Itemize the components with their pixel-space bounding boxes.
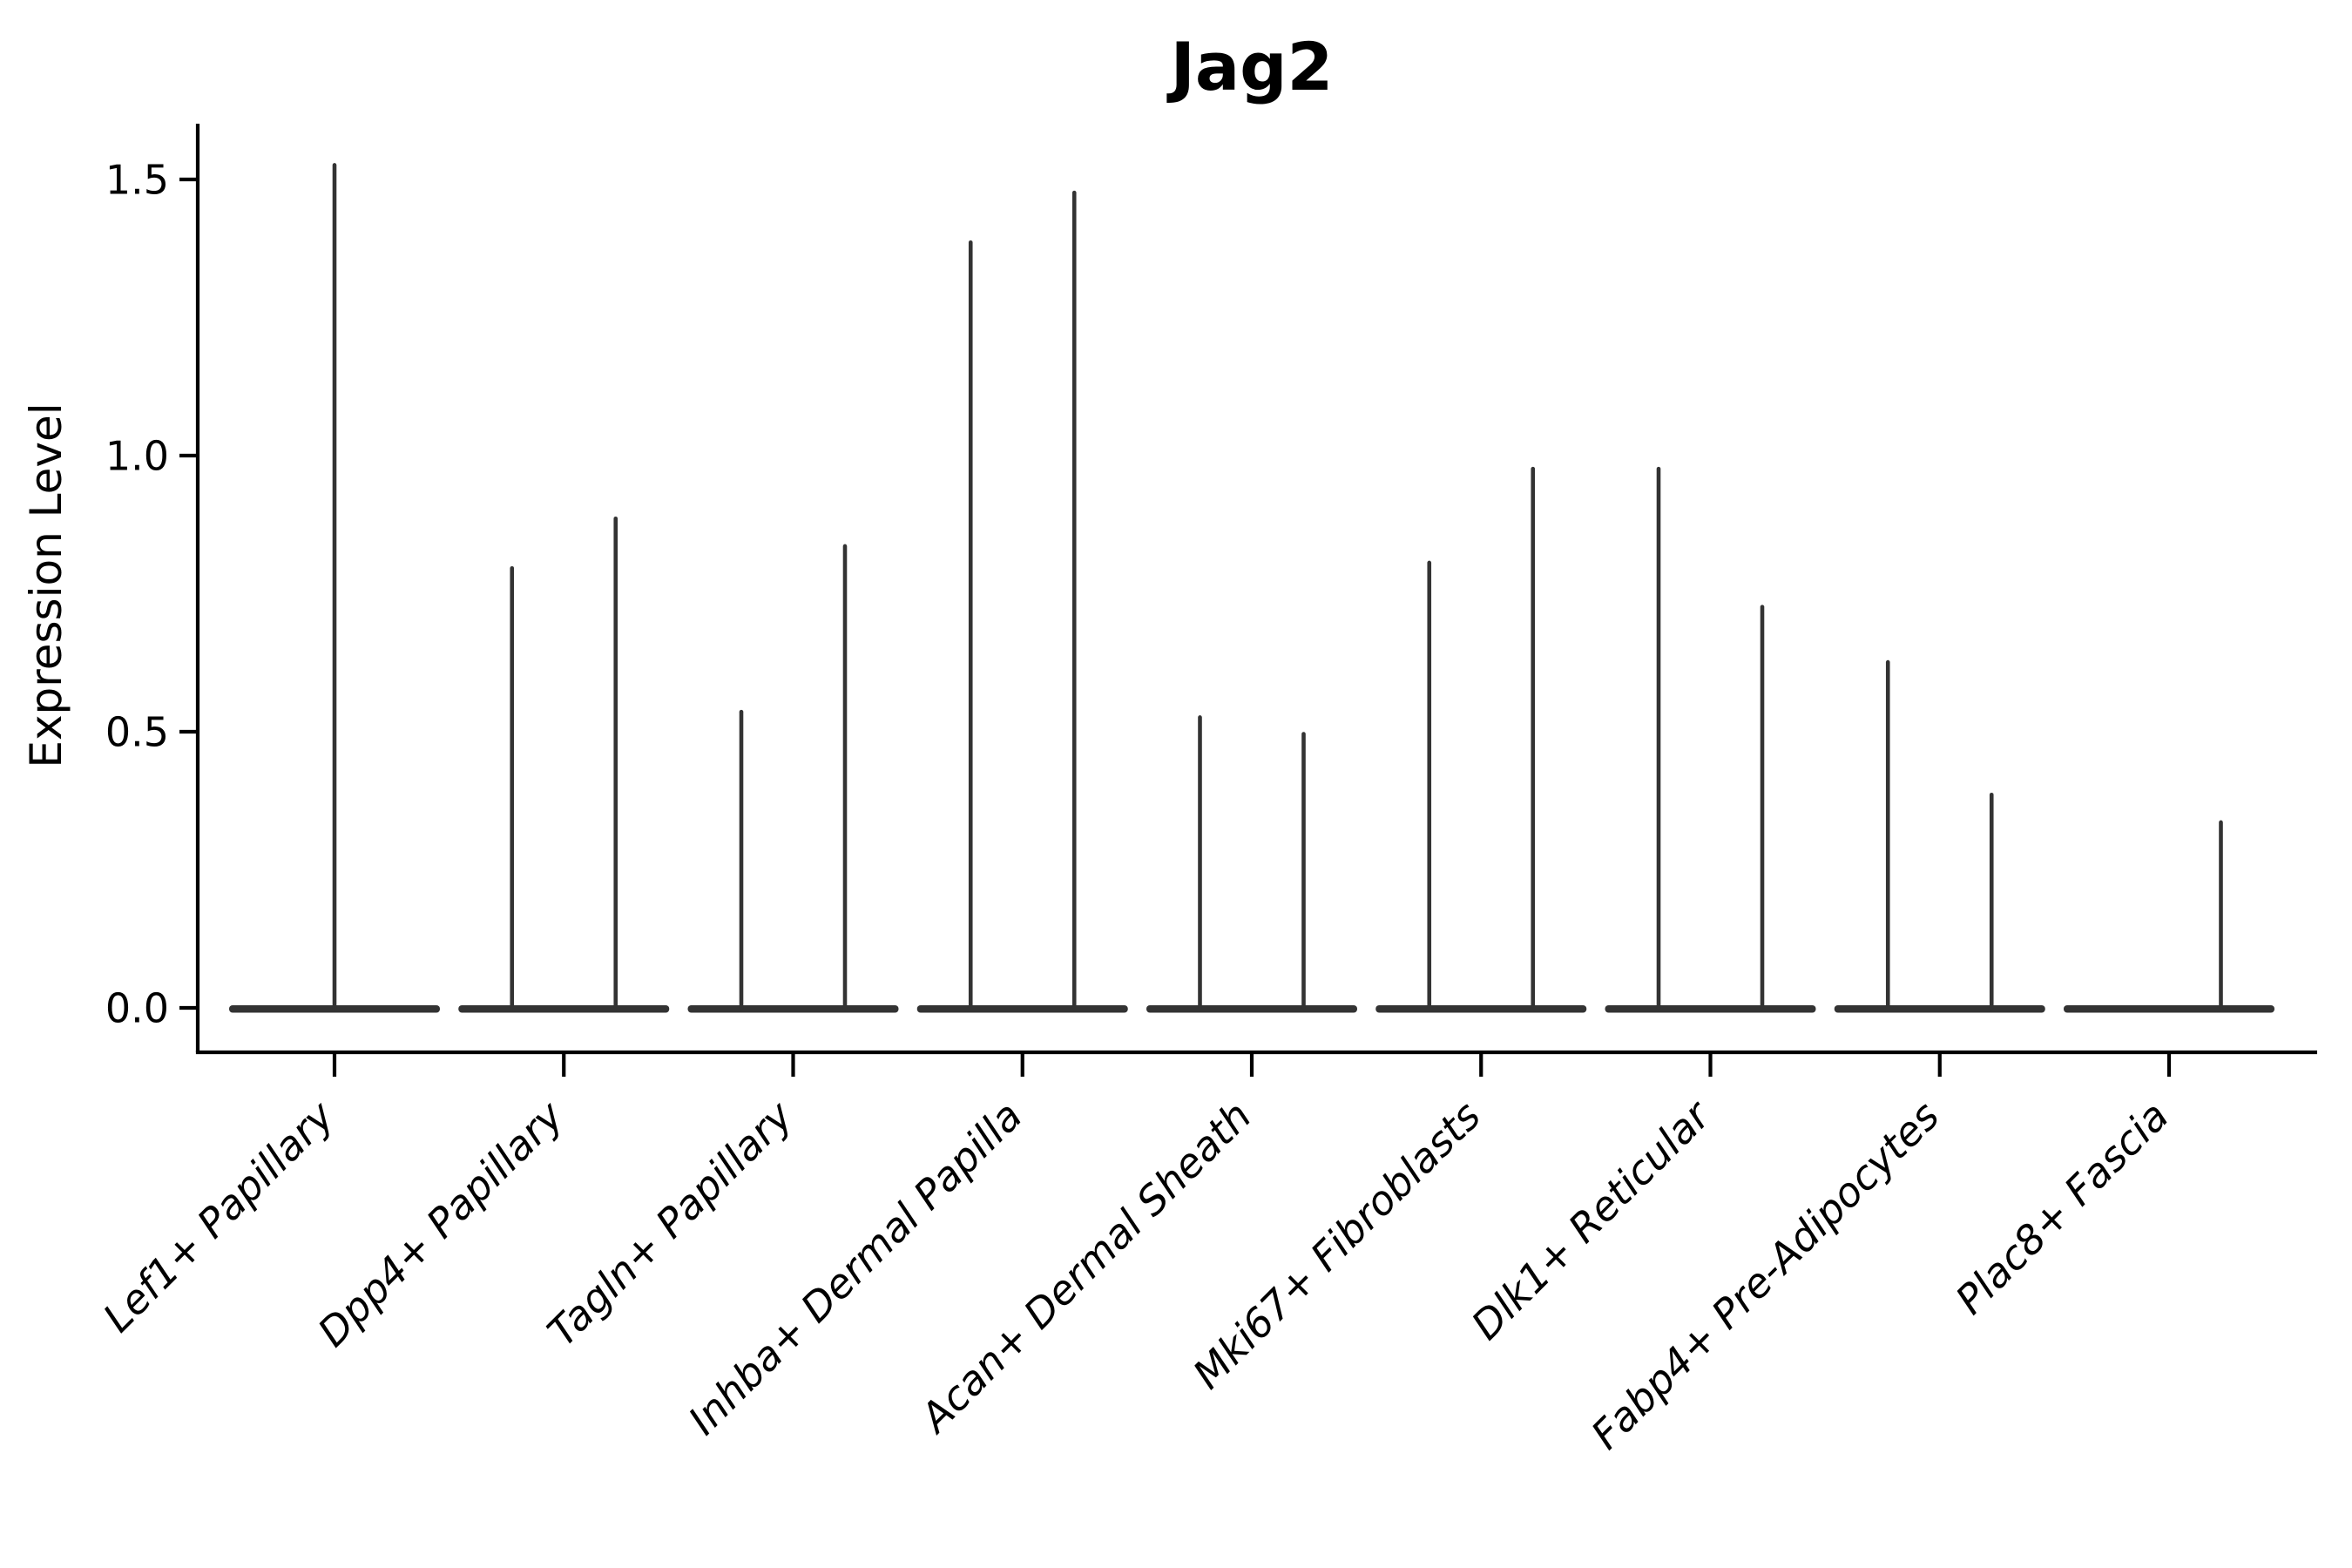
violin — [1834, 659, 2045, 1013]
violin — [2064, 820, 2274, 1013]
violin-base — [687, 1005, 899, 1013]
axes-layer: 0.0 0.5 1.0 1.5 — [105, 124, 2317, 1077]
violin — [1146, 715, 1357, 1013]
violin-base — [1146, 1005, 1357, 1013]
violin-base — [916, 1005, 1128, 1013]
y-tick-label: 1.0 — [105, 433, 169, 480]
x-category-label: Plac8+ Fascia — [1946, 1092, 2177, 1323]
violin — [1605, 466, 1816, 1013]
violins-layer — [229, 163, 2274, 1013]
violin — [1375, 466, 1587, 1013]
x-category-label: Dlk1+ Reticular — [1463, 1090, 1721, 1348]
y-tick-label: 0.5 — [105, 709, 169, 756]
chart-title: Jag2 — [1166, 28, 1334, 105]
y-tick-label: 0.0 — [105, 985, 169, 1032]
y-tick-label: 1.5 — [105, 157, 169, 204]
violin-base — [1605, 1005, 1816, 1013]
x-category-label: Lef1+ Papillary — [94, 1092, 343, 1341]
violin-base — [2064, 1005, 2274, 1013]
violin-base — [1375, 1005, 1587, 1013]
violin — [916, 190, 1128, 1013]
violin — [458, 516, 670, 1013]
violin — [687, 544, 899, 1013]
violin-base — [458, 1005, 670, 1013]
violin-base — [1834, 1005, 2045, 1013]
violin — [229, 163, 440, 1013]
x-category-label: Dpp4+ Papillary — [308, 1092, 572, 1355]
y-axis-label: Expression Level — [21, 402, 71, 767]
x-category-label: Tagln+ Papillary — [538, 1092, 802, 1355]
